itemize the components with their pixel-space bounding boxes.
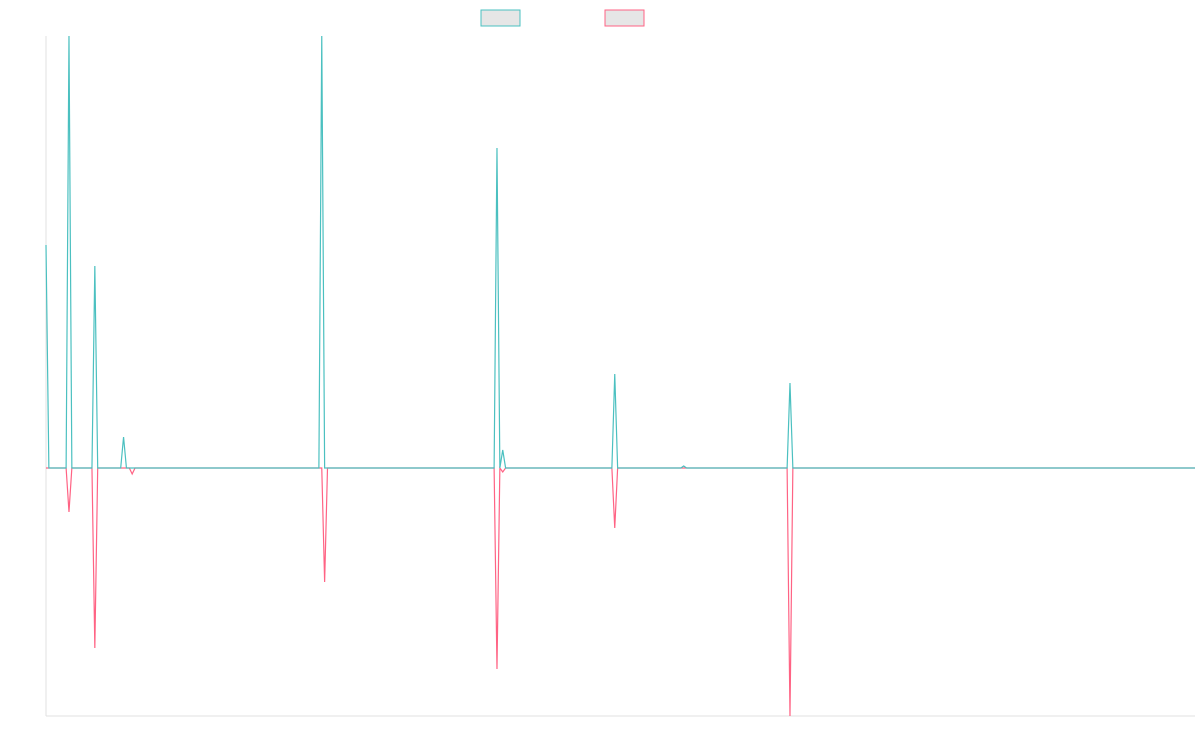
series-line <box>45 35 1195 469</box>
series-line <box>46 466 1195 717</box>
legend-box[interactable] <box>480 9 521 27</box>
legend-box[interactable] <box>604 9 645 27</box>
